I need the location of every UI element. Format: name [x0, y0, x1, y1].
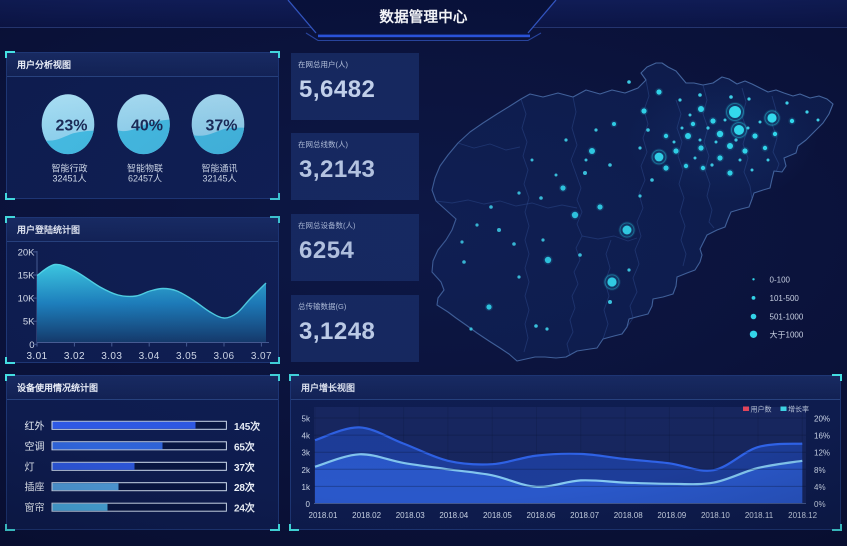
svg-text:62457人: 62457人: [128, 174, 162, 184]
svg-text:10K: 10K: [18, 294, 36, 305]
svg-text:用户数: 用户数: [751, 405, 772, 414]
svg-text:0-100: 0-100: [770, 275, 791, 284]
svg-text:3.02: 3.02: [64, 351, 85, 362]
svg-text:20K: 20K: [18, 247, 36, 258]
svg-text:窗帘: 窗帘: [25, 501, 45, 514]
svg-text:增长率: 增长率: [788, 405, 809, 414]
svg-text:3.05: 3.05: [176, 351, 197, 362]
svg-text:2018.01: 2018.01: [309, 511, 338, 520]
svg-text:32145人: 32145人: [202, 174, 236, 184]
svg-text:2018.04: 2018.04: [439, 511, 468, 520]
svg-text:灯: 灯: [25, 461, 35, 473]
svg-text:3.06: 3.06: [213, 351, 234, 362]
svg-text:2018.05: 2018.05: [483, 511, 512, 520]
svg-text:2018.03: 2018.03: [396, 511, 425, 520]
svg-text:2018.02: 2018.02: [352, 511, 381, 520]
svg-text:3.04: 3.04: [139, 351, 160, 362]
svg-text:15K: 15K: [18, 271, 36, 282]
svg-text:2k: 2k: [302, 466, 311, 475]
svg-text:大于1000: 大于1000: [770, 329, 804, 339]
svg-text:28次: 28次: [234, 481, 255, 494]
svg-text:红外: 红外: [25, 419, 45, 432]
svg-text:插座: 插座: [25, 481, 45, 494]
svg-text:0: 0: [306, 500, 311, 509]
svg-text:2018.10: 2018.10: [701, 511, 730, 520]
svg-text:20%: 20%: [814, 415, 830, 424]
svg-text:2018.11: 2018.11: [745, 511, 774, 520]
svg-text:1k: 1k: [302, 483, 311, 492]
svg-text:2018.08: 2018.08: [614, 511, 643, 520]
svg-text:37%: 37%: [205, 118, 237, 135]
svg-text:空调: 空调: [25, 440, 45, 453]
svg-text:2018.09: 2018.09: [657, 511, 686, 520]
svg-text:3.03: 3.03: [101, 351, 122, 362]
svg-text:40%: 40%: [131, 118, 163, 135]
svg-text:智能通讯: 智能通讯: [201, 163, 237, 174]
svg-text:智能行政: 智能行政: [51, 163, 87, 174]
svg-text:智能物联: 智能物联: [127, 163, 163, 174]
svg-text:2018.07: 2018.07: [570, 511, 599, 520]
svg-text:5K: 5K: [23, 317, 35, 328]
svg-text:3.07: 3.07: [251, 351, 272, 362]
svg-text:32451人: 32451人: [52, 174, 86, 184]
svg-text:65次: 65次: [234, 440, 255, 453]
svg-text:8%: 8%: [814, 466, 826, 475]
svg-text:4%: 4%: [814, 483, 826, 492]
svg-text:3k: 3k: [302, 449, 311, 458]
svg-text:5k: 5k: [302, 415, 311, 424]
svg-text:12%: 12%: [814, 449, 830, 458]
svg-text:24次: 24次: [234, 502, 255, 515]
svg-text:501-1000: 501-1000: [770, 313, 804, 322]
svg-text:23%: 23%: [55, 118, 87, 135]
svg-text:4k: 4k: [302, 432, 311, 441]
svg-text:3.01: 3.01: [26, 351, 47, 362]
svg-text:2018.06: 2018.06: [527, 511, 556, 520]
svg-text:0: 0: [29, 340, 34, 351]
svg-text:0%: 0%: [814, 500, 826, 509]
svg-text:2018.12: 2018.12: [788, 511, 817, 520]
svg-text:101-500: 101-500: [770, 294, 800, 303]
svg-text:145次: 145次: [234, 420, 260, 433]
svg-text:16%: 16%: [814, 432, 830, 441]
svg-text:37次: 37次: [234, 461, 255, 474]
